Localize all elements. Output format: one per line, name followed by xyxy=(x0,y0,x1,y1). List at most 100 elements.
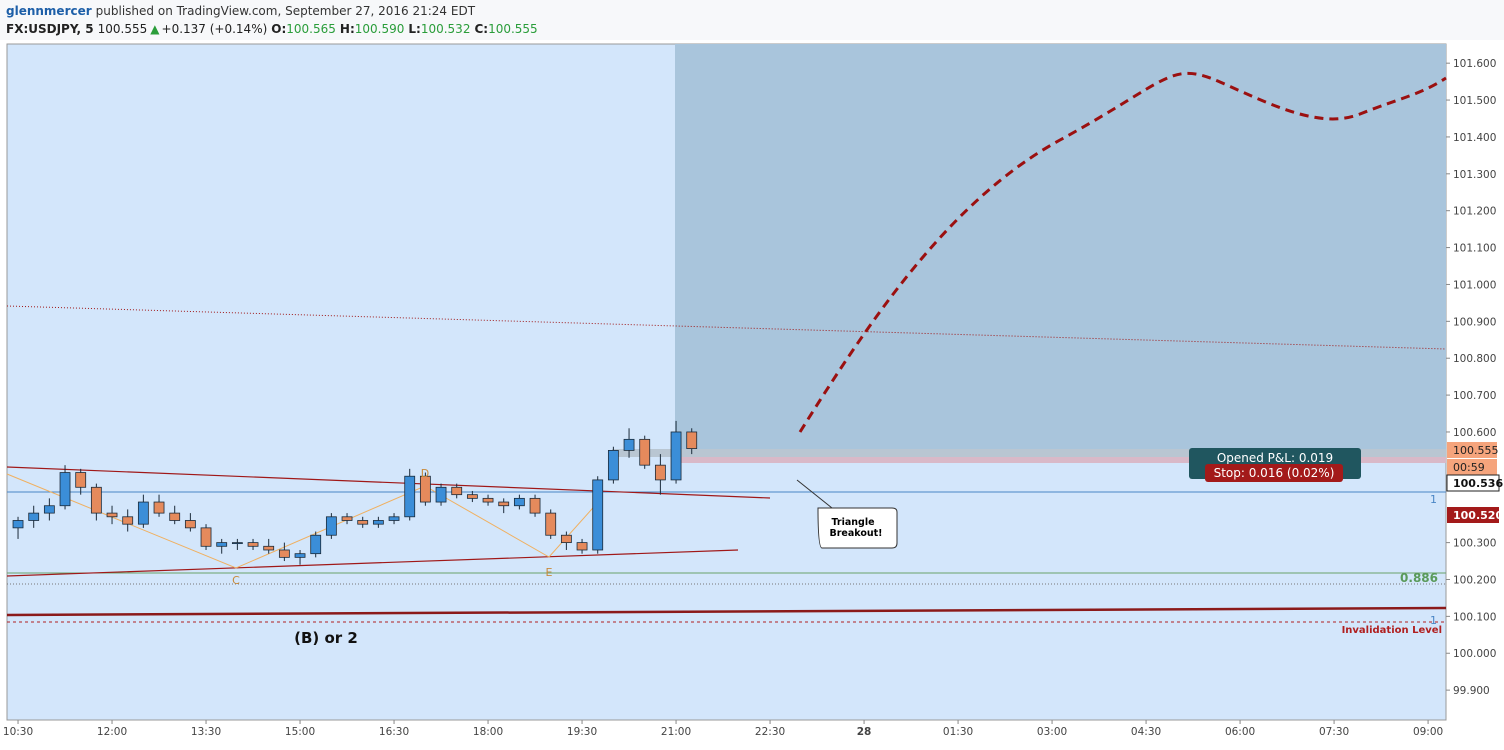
candle-body xyxy=(529,497,541,514)
callout-text-2: Breakout! xyxy=(829,528,882,539)
last: 100.555 xyxy=(98,22,148,36)
user[interactable]: glennmercer xyxy=(6,4,92,18)
y-tick-label: 100.900 xyxy=(1453,316,1496,328)
callout xyxy=(796,479,898,549)
point-c: C xyxy=(232,574,240,587)
badge-stop xyxy=(1447,507,1499,523)
candle-body xyxy=(75,472,87,488)
axes: 101.600 101.500 101.400 101.300 101.200 101.1… xyxy=(3,58,1497,738)
candle-body xyxy=(169,512,181,521)
x-tick-label: 09:00 xyxy=(1413,726,1443,738)
candle-body xyxy=(59,472,71,507)
candles xyxy=(12,420,698,565)
candle-body xyxy=(513,497,525,507)
badge-stop-text: 100.520 xyxy=(1453,509,1503,522)
candle-body xyxy=(341,516,353,521)
badge-line-text: 100.536 xyxy=(1453,477,1503,490)
x-tick-label: 01:30 xyxy=(943,726,973,738)
candle-body xyxy=(404,475,416,518)
x-tick-label: 22:30 xyxy=(755,726,785,738)
high: 100.590 xyxy=(355,22,405,36)
candle-body xyxy=(498,501,510,507)
price-axis-bg xyxy=(1447,44,1504,746)
x-tick-label: 16:30 xyxy=(379,726,409,738)
candle-body xyxy=(153,501,165,514)
x-tick-label: 28 xyxy=(857,726,872,738)
candle-body xyxy=(200,527,212,547)
arrow: ▲ xyxy=(150,22,160,36)
target-zone xyxy=(675,44,1446,452)
candle-body xyxy=(263,545,275,551)
badge-last xyxy=(1447,442,1497,458)
candle-body xyxy=(278,549,290,558)
entry-zone xyxy=(612,449,1446,457)
fib-label: 0.886 xyxy=(1400,571,1438,585)
callout-text-1: Triangle xyxy=(831,517,874,528)
candle-body xyxy=(560,534,572,544)
y-tick-label: 101.600 xyxy=(1453,58,1496,70)
x-tick-label: 07:30 xyxy=(1319,726,1349,738)
projection xyxy=(798,71,1447,433)
point-e: E xyxy=(546,566,553,579)
x-tick-label: 21:00 xyxy=(661,726,691,738)
candle-body xyxy=(592,479,604,551)
h-label: H: xyxy=(340,22,355,36)
candle-body xyxy=(43,505,55,514)
candle-body xyxy=(623,438,635,451)
candle-body xyxy=(12,520,24,529)
candle-body xyxy=(388,516,400,521)
l-label: L: xyxy=(408,22,420,36)
time-axis-bg xyxy=(0,721,1447,746)
candle-body xyxy=(607,450,619,481)
stop-box xyxy=(1205,464,1343,482)
candle-body xyxy=(106,512,118,518)
candle-body xyxy=(435,486,447,503)
symbol: FX:USDJPY, 5 xyxy=(6,22,94,36)
candle-body xyxy=(216,542,228,547)
candle-body xyxy=(247,542,259,547)
y-tick-label: 100.100 xyxy=(1453,611,1496,623)
support-line xyxy=(6,606,1447,617)
candle-body xyxy=(310,534,322,555)
y-tick-label: 100.600 xyxy=(1453,427,1496,439)
x-tick-label: 10:30 xyxy=(3,726,33,738)
stop-text: Stop: 0.016 (0.02%) xyxy=(1214,466,1335,480)
x-tick-label: 18:00 xyxy=(473,726,503,738)
y-tick-label: 100.200 xyxy=(1453,574,1496,586)
candle-body xyxy=(184,520,196,529)
badge-last-text: 100.555 xyxy=(1453,444,1499,457)
low: 100.532 xyxy=(421,22,471,36)
candle-body xyxy=(686,431,698,449)
x-tick-label: 04:30 xyxy=(1131,726,1161,738)
header-bg xyxy=(0,0,1504,40)
header-line: glennmercer published on TradingView.com,… xyxy=(6,4,476,18)
candle-body xyxy=(122,516,134,525)
y-tick-label: 100.000 xyxy=(1453,648,1496,660)
y-tick-label: 101.300 xyxy=(1453,169,1496,181)
point-d: D xyxy=(421,467,429,480)
candle-body xyxy=(451,486,463,496)
y-tick-label: 99.900 xyxy=(1453,685,1490,697)
x-tick-label: 03:00 xyxy=(1037,726,1067,738)
candle-body xyxy=(482,497,494,503)
y-tick-label: 101.100 xyxy=(1453,243,1496,255)
y-tick-label: 100.800 xyxy=(1453,353,1496,365)
candle-body xyxy=(654,464,666,481)
y-tick-label: 101.500 xyxy=(1453,95,1496,107)
candle-body xyxy=(670,431,682,481)
open: 100.565 xyxy=(286,22,336,36)
stop-zone xyxy=(675,457,1446,463)
wave-label: (B) or 2 xyxy=(294,629,358,647)
y-tick-label: 100.300 xyxy=(1453,538,1496,550)
published: published on TradingView.com, September … xyxy=(96,4,476,18)
candle-body xyxy=(466,494,478,499)
candle-body xyxy=(231,542,243,545)
y-tick-label: 101.000 xyxy=(1453,279,1496,291)
x-tick-label: 15:00 xyxy=(285,726,315,738)
change: +0.137 (+0.14%) xyxy=(162,22,268,36)
candle-body xyxy=(419,475,431,503)
triangle-lower xyxy=(6,549,739,577)
candle-body xyxy=(325,516,337,536)
badge-timer xyxy=(1447,459,1497,475)
